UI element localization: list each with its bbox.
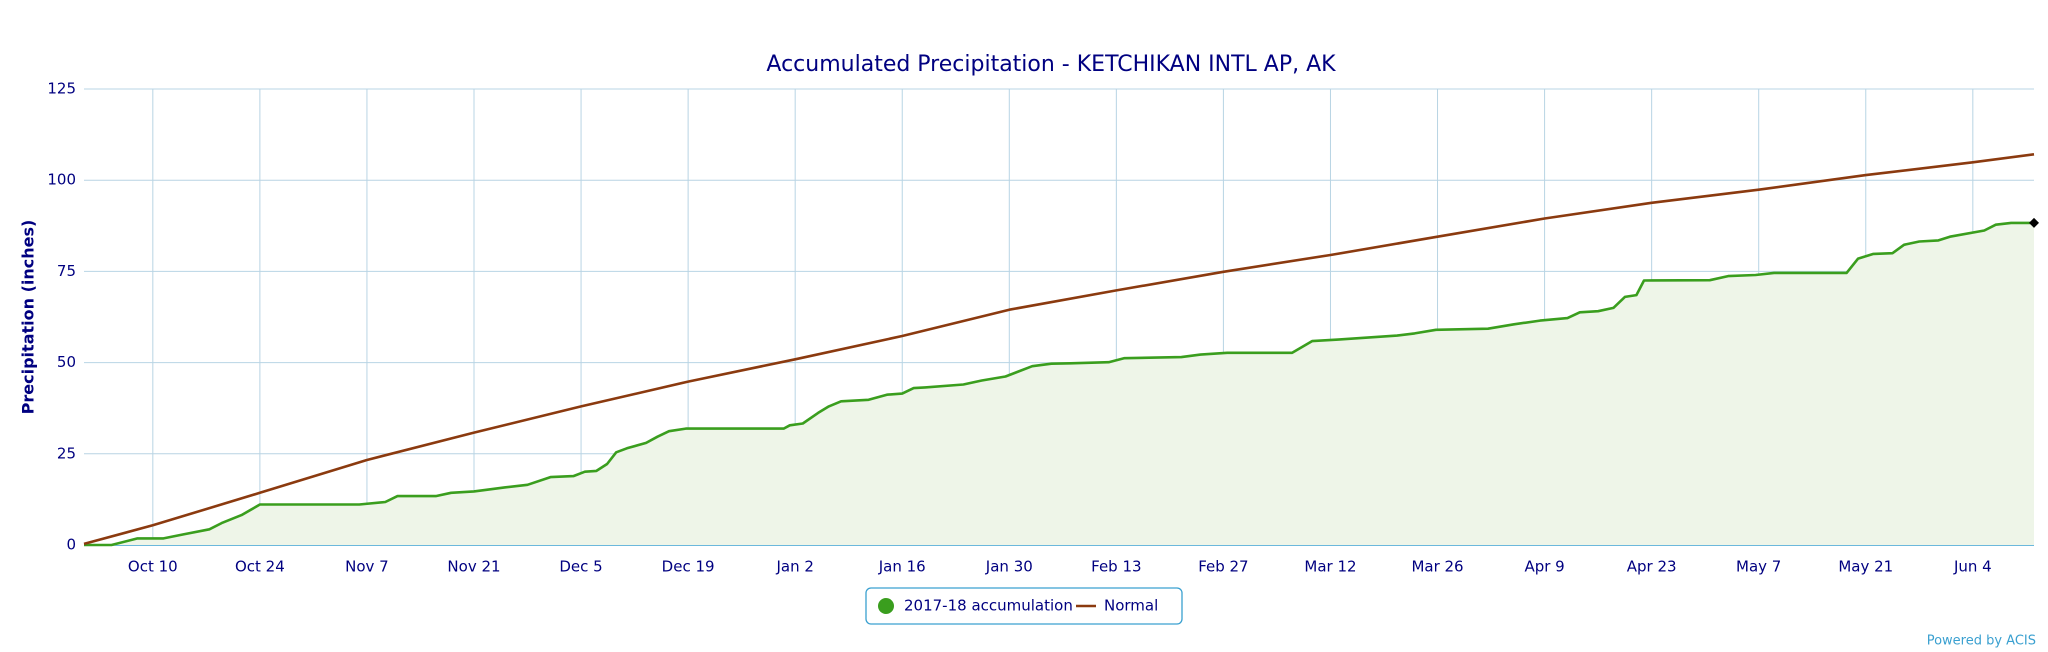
x-tick-label: Dec 5: [559, 558, 602, 576]
chart-title: Accumulated Precipitation - KETCHIKAN IN…: [766, 52, 1336, 77]
x-tick-label: May 7: [1736, 558, 1781, 576]
x-tick-label: Jan 30: [985, 558, 1033, 576]
x-tick-label: May 21: [1838, 558, 1893, 576]
y-tick-label: 0: [66, 536, 76, 554]
x-tick-label: Jun 4: [1953, 558, 1992, 576]
end-marker: [2029, 217, 2039, 228]
x-tick-label: Dec 19: [662, 558, 715, 576]
x-tick-label: Mar 12: [1304, 558, 1356, 576]
legend-box: [865, 587, 1183, 625]
y-tick-label: 100: [47, 171, 76, 189]
x-tick-label: Oct 10: [128, 558, 178, 576]
x-tick-label: Jan 2: [775, 558, 813, 576]
legend-label[interactable]: Normal: [1104, 597, 1158, 615]
y-tick-label: 50: [57, 353, 76, 371]
x-tick-label: Feb 27: [1198, 558, 1248, 576]
y-axis-label: Precipitation (inches): [19, 220, 38, 415]
x-tick-label: Apr 9: [1524, 558, 1564, 576]
x-tick-label: Nov 7: [345, 558, 389, 576]
credit: Powered by ACIS: [1927, 634, 2036, 649]
area: [84, 222, 2034, 545]
y-tick-label: 125: [47, 80, 76, 98]
x-tick-label: Feb 13: [1091, 558, 1141, 576]
line: [84, 221, 2034, 547]
legend-label[interactable]: 2017-18 accumulation: [904, 597, 1073, 615]
y-tick-label: 75: [57, 262, 76, 280]
line: [83, 153, 2035, 546]
x-tick-label: Mar 26: [1411, 558, 1463, 576]
x-tick-label: Nov 21: [447, 558, 500, 576]
legend-symbol: [878, 598, 894, 614]
x-tick-label: Oct 24: [235, 558, 285, 576]
x-tick-label: Apr 23: [1627, 558, 1677, 576]
y-tick-label: 25: [57, 444, 76, 462]
x-tick-label: Jan 16: [878, 558, 926, 576]
